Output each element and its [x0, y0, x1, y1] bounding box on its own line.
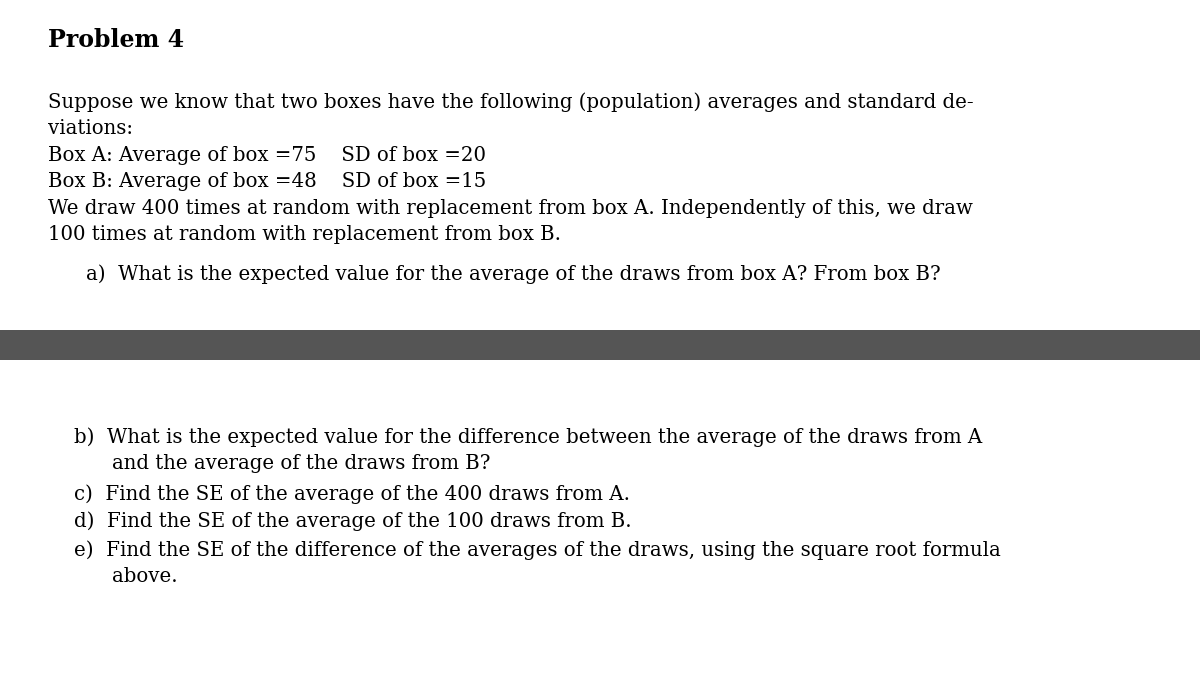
Text: b)  What is the expected value for the difference between the average of the dra: b) What is the expected value for the di…	[74, 427, 983, 447]
Text: 100 times at random with replacement from box B.: 100 times at random with replacement fro…	[48, 225, 562, 244]
Text: above.: above.	[112, 567, 178, 586]
Text: Box B: Average of box =48    SD of box =15: Box B: Average of box =48 SD of box =15	[48, 172, 486, 191]
Text: Problem 4: Problem 4	[48, 28, 184, 52]
Bar	[0, 330, 1200, 360]
Text: and the average of the draws from B?: and the average of the draws from B?	[112, 454, 490, 473]
Text: We draw 400 times at random with replacement from box A. Independently of this, : We draw 400 times at random with replace…	[48, 199, 973, 218]
Text: d)  Find the SE of the average of the 100 draws from B.: d) Find the SE of the average of the 100…	[74, 511, 632, 531]
Text: viations:: viations:	[48, 119, 133, 138]
Text: Suppose we know that two boxes have the following (population) averages and stan: Suppose we know that two boxes have the …	[48, 92, 973, 112]
Text: c)  Find the SE of the average of the 400 draws from A.: c) Find the SE of the average of the 400…	[74, 484, 630, 504]
Text: e)  Find the SE of the difference of the averages of the draws, using the square: e) Find the SE of the difference of the …	[74, 540, 1001, 560]
Text: a)  What is the expected value for the average of the draws from box A? From box: a) What is the expected value for the av…	[86, 265, 941, 284]
Text: Box A: Average of box =75    SD of box =20: Box A: Average of box =75 SD of box =20	[48, 146, 486, 164]
